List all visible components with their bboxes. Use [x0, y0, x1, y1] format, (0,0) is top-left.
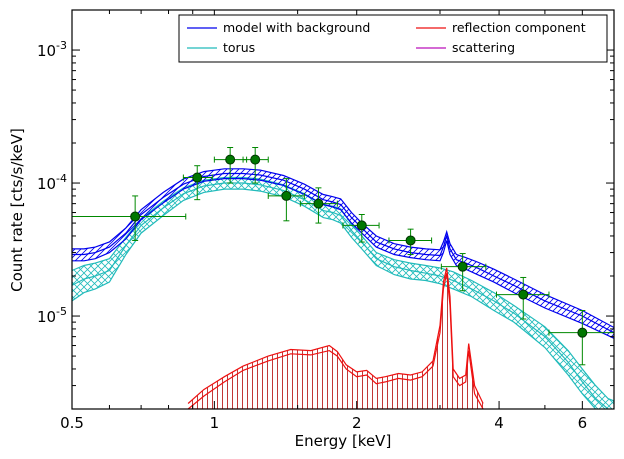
data-point-0 [72, 195, 187, 241]
model-with-background-upper-line [72, 168, 614, 329]
data-point-10 [548, 310, 614, 366]
data-point-marker [457, 261, 468, 272]
data-point-5 [299, 187, 338, 224]
model-with-background-lower-line [72, 178, 614, 339]
x-tick-label: 1 [210, 414, 220, 432]
data-point-7 [388, 228, 433, 256]
data-point-8 [440, 253, 487, 292]
reflection-component-band-fill [188, 267, 484, 409]
legend-label-scattering: scattering [452, 40, 515, 55]
legend-box [178, 14, 608, 63]
x-axis-label: Energy [keV] [295, 432, 392, 450]
data-point-marker [356, 220, 367, 231]
data-point-marker [405, 235, 416, 246]
data-points [72, 147, 614, 366]
y-axis-label: Count rate [cts/s/keV] [8, 128, 26, 292]
x-tick-label: 4 [494, 414, 504, 432]
x-tick-label: 2 [352, 414, 362, 432]
x-tick-label: 0.5 [60, 414, 84, 432]
reflection-component-line [187, 273, 484, 409]
y-axis: 10-3 10-4 10-5 [37, 9, 614, 410]
legend-label-torus: torus [223, 40, 255, 55]
y-tick-label: 10-5 [37, 305, 67, 326]
data-point-marker [250, 154, 261, 165]
legend-label-reflection: reflection component [452, 20, 586, 35]
data-point-4 [267, 178, 305, 222]
data-point-marker [281, 190, 292, 201]
data-point-marker [130, 211, 141, 222]
x-axis: 0.5 1 2 4 6 [60, 10, 615, 432]
data-point-2 [213, 147, 248, 184]
torus-lower-line [72, 188, 597, 409]
y-tick-label: 10-3 [37, 39, 67, 60]
data-point-marker [577, 327, 588, 338]
data-point-marker [518, 289, 529, 300]
legend-label-model: model with background [223, 20, 370, 35]
data-point-marker [313, 198, 324, 209]
data-point-6 [342, 214, 380, 243]
data-point-marker [225, 154, 236, 165]
data-point-9 [495, 276, 550, 320]
y-tick-label: 10-4 [37, 172, 67, 193]
model-with-background-line [72, 172, 614, 334]
data-point-marker [192, 172, 203, 183]
reflection-component-upper-line [187, 267, 484, 404]
data-point-1 [182, 165, 213, 201]
data-point-3 [242, 147, 269, 184]
x-tick-label: 6 [578, 414, 588, 432]
legend: model with background reflection compone… [178, 14, 608, 63]
plot-frame [71, 9, 615, 410]
